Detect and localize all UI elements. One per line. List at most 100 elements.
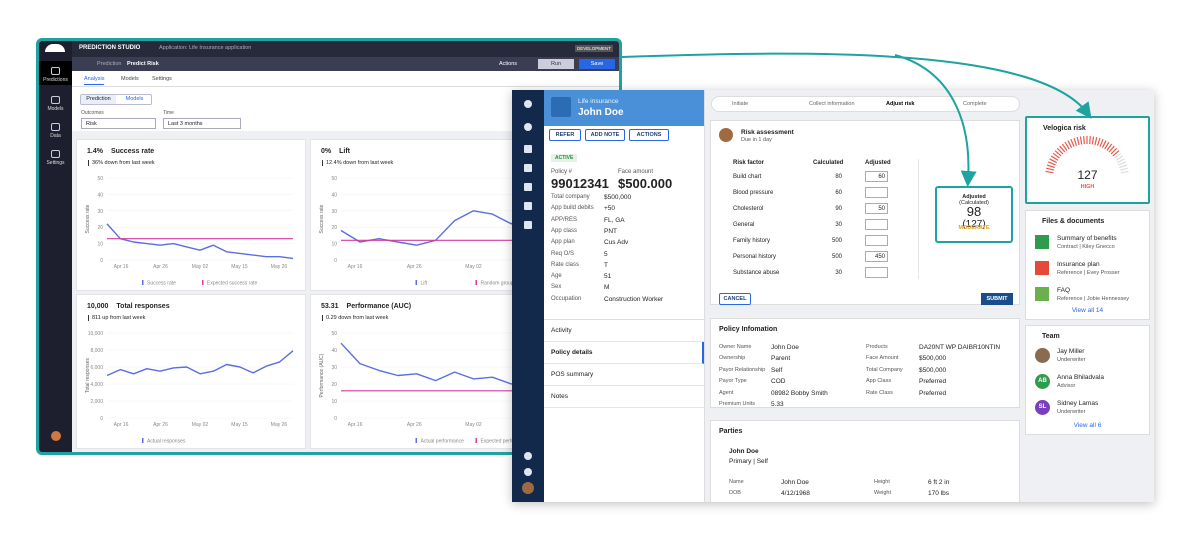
toggle xyxy=(80,94,152,105)
file-name[interactable]: FAQ xyxy=(1057,287,1071,294)
gauge-tick xyxy=(1045,170,1054,174)
y-tick-label: 30 xyxy=(97,209,103,215)
side-nav xyxy=(39,41,72,452)
chart-metric: 53.31 xyxy=(321,303,339,310)
field-value: John Doe xyxy=(781,479,809,486)
member-name[interactable]: Jay Miller xyxy=(1057,348,1085,355)
case-name: John Doe xyxy=(578,107,624,118)
gauge-tick xyxy=(1046,164,1055,169)
adjusted-input[interactable]: 450 xyxy=(865,251,888,262)
actions-menu[interactable]: Actions xyxy=(499,61,518,67)
file-name[interactable]: Insurance plan xyxy=(1057,261,1100,268)
gauge-tick xyxy=(1056,147,1064,155)
toggle-option[interactable]: Prediction xyxy=(81,95,116,104)
field-label: Ownership xyxy=(719,355,746,362)
save-button[interactable]: Save xyxy=(579,59,615,69)
tab[interactable]: Settings xyxy=(152,76,172,82)
toggle-option[interactable]: Models xyxy=(125,96,144,102)
nav-label[interactable]: Models xyxy=(47,106,64,112)
y-tick-label: 0 xyxy=(334,258,337,264)
field-value: 5 xyxy=(604,250,608,258)
card-title: Policy Infomation xyxy=(719,326,778,333)
action-button[interactable]: ADD NOTE xyxy=(585,129,625,141)
field-label: App Class xyxy=(866,378,892,385)
view-all[interactable]: View all 6 xyxy=(1073,422,1102,429)
tab[interactable]: Models xyxy=(121,76,139,82)
calculated: 500 xyxy=(831,238,842,244)
member-name[interactable]: Anna Bhiladvala xyxy=(1057,374,1104,381)
menu-item[interactable]: Policy details xyxy=(544,342,704,364)
adjusted-input[interactable] xyxy=(865,267,888,278)
field-value: Cus Adv xyxy=(604,239,629,247)
gauge-tick xyxy=(1106,143,1113,151)
x-tick-label: Apr 26 xyxy=(407,264,422,270)
file-name[interactable]: Summary of benefits xyxy=(1057,235,1117,242)
nav-label[interactable]: Data xyxy=(50,133,61,139)
adjusted-input[interactable]: 60 xyxy=(865,171,888,182)
legend-label: Random group xyxy=(481,281,514,287)
adjusted-input[interactable] xyxy=(865,219,888,230)
run-button[interactable]: Run xyxy=(538,59,574,69)
y-tick-label: 30 xyxy=(331,365,337,371)
tab[interactable]: Analysis xyxy=(84,76,105,85)
step[interactable]: Complete xyxy=(963,101,987,107)
adjusted-score: 98 (127) xyxy=(937,204,1011,230)
adjusted-input[interactable] xyxy=(865,187,888,198)
velogica-card: Velogica risk 127 HIGH xyxy=(1025,116,1150,204)
due: Due in 1 day xyxy=(741,137,772,143)
y-axis-label: Success rate xyxy=(319,204,325,233)
field-label: Occupation xyxy=(551,295,582,302)
gauge-tick xyxy=(1118,161,1127,166)
sidebar-icon xyxy=(524,452,532,460)
cancel-button[interactable]: CANCEL xyxy=(719,293,751,305)
chart-metric: 0% xyxy=(321,148,332,155)
gauge-tick xyxy=(1112,150,1120,157)
gauge-tick xyxy=(1076,137,1080,146)
legend-swatch xyxy=(202,280,204,285)
sidebar-icon xyxy=(524,221,532,229)
select[interactable]: Risk xyxy=(81,118,156,129)
change-arrow xyxy=(88,315,89,321)
y-tick-label: 30 xyxy=(331,209,337,215)
card-title: Files & documents xyxy=(1042,218,1105,225)
member-name[interactable]: Sidney Lamas xyxy=(1057,400,1099,407)
action-button[interactable]: ACTIONS xyxy=(629,129,669,141)
gauge-tick xyxy=(1079,136,1083,145)
step[interactable]: Initiate xyxy=(732,101,749,107)
nav-label[interactable]: Predictions xyxy=(43,77,68,83)
field-value: 170 lbs xyxy=(928,490,949,497)
parties-card: Parties John Doe Primary | Self Name John Do… xyxy=(710,420,1020,502)
x-tick-label: Apr 16 xyxy=(114,422,129,428)
nav-icon xyxy=(51,123,60,131)
adjusted-input[interactable]: 50 xyxy=(865,203,888,214)
breadcrumb: Predict Risk xyxy=(127,61,159,67)
status-badge: ACTIVE xyxy=(551,154,578,162)
nav-label[interactable]: Settings xyxy=(46,160,65,166)
select[interactable]: Last 3 months xyxy=(163,118,241,129)
chart-change: 12.4% down from last week xyxy=(326,160,394,166)
action-button[interactable]: REFER xyxy=(549,129,581,141)
adjusted-input[interactable] xyxy=(865,235,888,246)
step[interactable]: Adjust risk xyxy=(886,101,915,107)
env-badge: DEVELOPMENT xyxy=(574,45,613,52)
field-value: +50 xyxy=(604,205,616,213)
field-value: PNT xyxy=(604,227,617,235)
step[interactable]: Collect information xyxy=(809,101,855,107)
risk-factor: Blood pressure xyxy=(733,190,774,196)
view-all[interactable]: View all 14 xyxy=(1071,307,1104,314)
chart-metric: 10,000 xyxy=(87,303,109,310)
legend-label: Success rate xyxy=(147,281,176,287)
menu-item[interactable]: Activity xyxy=(544,320,704,342)
menu-item[interactable]: POS summary xyxy=(544,364,704,386)
field-label: Weight xyxy=(874,490,892,496)
field-label: Premium Units xyxy=(719,401,756,407)
policy-card: Policy Infomation Owner Name John Doe Owner… xyxy=(710,318,1020,408)
field-value: DA20NT WP DAIBR10NTIN xyxy=(919,344,1001,351)
risk-factor: General xyxy=(733,222,755,228)
menu-item[interactable]: Notes xyxy=(544,386,704,408)
chart-change: 0.29 down from last week xyxy=(326,315,389,321)
risk-factor: Cholesterol xyxy=(733,206,764,212)
field-value: Construction Worker xyxy=(604,295,664,303)
submit-button[interactable]: SUBMIT xyxy=(981,293,1013,305)
field-value: Preferred xyxy=(919,389,947,397)
